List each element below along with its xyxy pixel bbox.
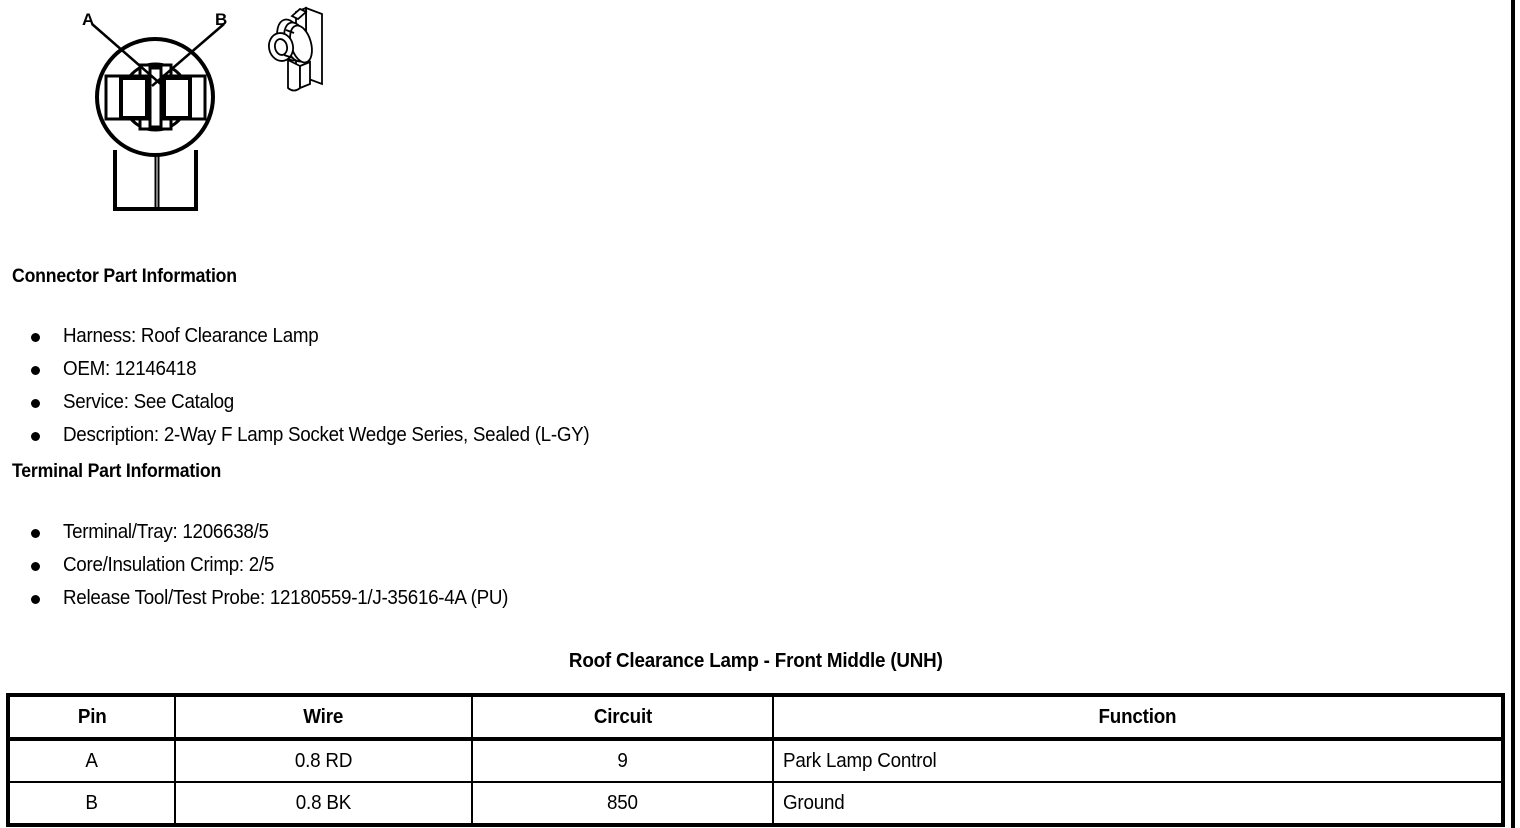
leader-line-a [91, 23, 164, 87]
list-item: OEM: 12146418 [0, 353, 623, 386]
leader-line-b [151, 23, 225, 87]
terminal-label-a: A [82, 10, 94, 29]
cell-value: 9 [617, 749, 628, 772]
list-item-label: Release Tool/Test Probe: 12180559-1/J-35… [63, 587, 509, 609]
cell-function: Ground [772, 781, 1504, 825]
cell-function: Park Lamp Control [772, 739, 1504, 782]
terminal-blade-b [162, 76, 192, 120]
cell-value: 850 [607, 791, 638, 814]
column-header-function: Function [772, 695, 1504, 741]
pinout-table: Pin Wire Circuit Function A 0.8 RD [6, 693, 1505, 827]
cell-pin: A [7, 739, 176, 782]
terminal-blade-a [119, 76, 149, 120]
list-item-label: Harness: Roof Clearance Lamp [63, 325, 319, 347]
cell-value: A [85, 749, 99, 772]
bullet-icon [31, 366, 40, 375]
connector-body [113, 150, 198, 211]
pinout-table-title-label: Roof Clearance Lamp - Front Middle (UNH) [568, 650, 943, 672]
list-item: Terminal/Tray: 1206638/5 [0, 516, 537, 549]
cell-value: 0.8 RD [294, 749, 353, 772]
cell-circuit: 850 [471, 781, 774, 825]
column-header-label: Function [1098, 705, 1177, 728]
bullet-icon [31, 333, 40, 342]
cell-value: 0.8 BK [295, 791, 352, 814]
column-header-label: Pin [77, 705, 107, 728]
bullet-icon [31, 562, 40, 571]
pinout-table-title: Roof Clearance Lamp - Front Middle (UNH) [6, 650, 1505, 673]
list-item-label: Core/Insulation Crimp: 2/5 [63, 554, 275, 576]
cell-wire: 0.8 BK [174, 781, 473, 825]
list-item: Service: See Catalog [0, 386, 623, 419]
connector-part-information-heading: Connector Part Information [12, 266, 237, 287]
list-item-label: Description: 2-Way F Lamp Socket Wedge S… [63, 424, 590, 446]
bullet-icon [31, 399, 40, 408]
column-header-label: Wire [303, 705, 344, 728]
list-item-label: Service: See Catalog [63, 391, 234, 413]
list-item: Core/Insulation Crimp: 2/5 [0, 549, 537, 582]
cell-pin: B [7, 781, 176, 825]
terminal-label-b: B [215, 10, 227, 29]
table-header-row: Pin Wire Circuit Function [7, 695, 1504, 741]
bullet-icon [31, 595, 40, 604]
list-item-label: Terminal/Tray: 1206638/5 [63, 521, 269, 543]
cell-wire: 0.8 RD [174, 739, 473, 782]
list-item-label: OEM: 12146418 [63, 358, 197, 380]
connector-diagrams: A B [0, 0, 400, 240]
list-item: Release Tool/Test Probe: 12180559-1/J-35… [0, 582, 537, 615]
column-header-pin: Pin [7, 695, 176, 741]
table-row: A 0.8 RD 9 Park Lamp Control [7, 739, 1504, 782]
cell-value: B [85, 791, 99, 814]
terminal-part-information-heading: Terminal Part Information [12, 461, 222, 482]
table-row: B 0.8 BK 850 Ground [7, 781, 1504, 825]
list-item: Description: 2-Way F Lamp Socket Wedge S… [0, 419, 623, 452]
cell-value: Ground [783, 791, 845, 814]
bullet-icon [31, 529, 40, 538]
column-header-circuit: Circuit [471, 695, 774, 741]
connector-shell-ridge [102, 37, 215, 157]
page-border-right [1511, 0, 1515, 828]
connector-isometric-view [268, 6, 323, 92]
connector-center-slot [148, 66, 163, 129]
cell-circuit: 9 [471, 739, 774, 782]
connector-part-information-list: Harness: Roof Clearance Lamp OEM: 121464… [0, 320, 623, 452]
bullet-icon [31, 432, 40, 441]
cell-value: Park Lamp Control [783, 749, 937, 772]
terminal-part-information-list: Terminal/Tray: 1206638/5 Core/Insulation… [0, 516, 537, 615]
connector-face-view [91, 23, 225, 211]
list-item: Harness: Roof Clearance Lamp [0, 320, 623, 353]
column-header-wire: Wire [174, 695, 473, 741]
column-header-label: Circuit [593, 705, 652, 728]
